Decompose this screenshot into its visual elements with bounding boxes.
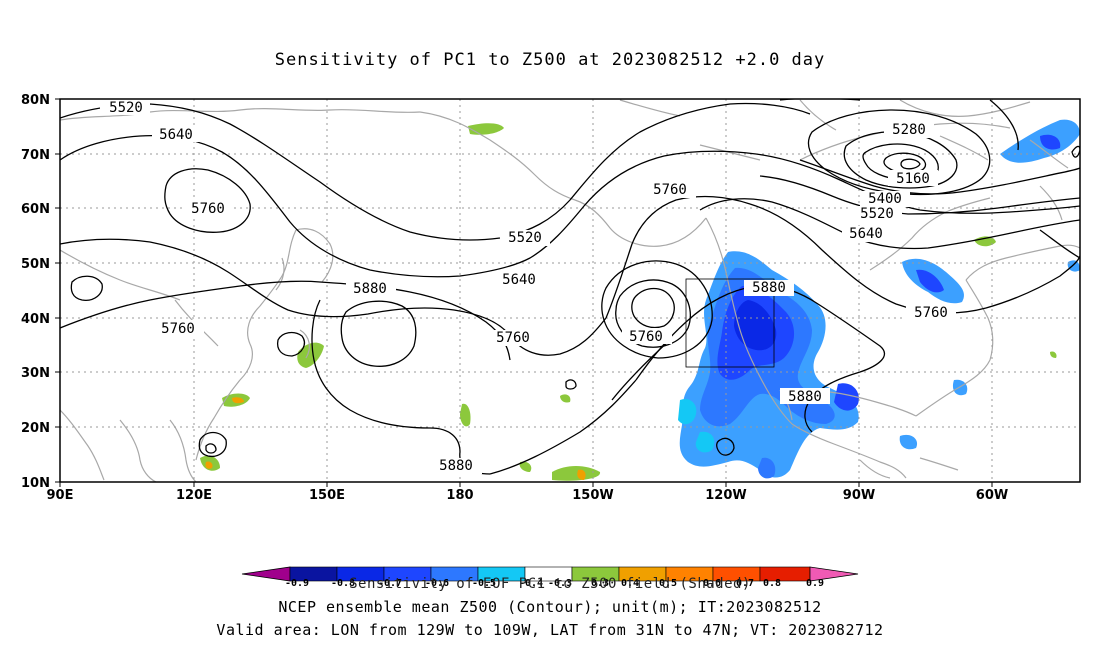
contour-5760-west: [60, 238, 607, 356]
colorbar-tick-label: -0.8: [331, 578, 355, 589]
map-title: Sensitivity of PC1 to Z500 at 2023082512…: [274, 50, 826, 70]
contour-closed-5880-small: [276, 331, 306, 357]
contour-5880-pacific: [489, 379, 637, 475]
contour-label: 5760: [914, 305, 948, 321]
contour-eastcoast: [1039, 229, 1080, 259]
contour-5520-west: [60, 102, 811, 241]
contour-label: 5640: [502, 272, 536, 288]
contour-label: 5520: [860, 206, 894, 222]
contour-label: 5520: [109, 100, 143, 116]
lat-label: 50N: [21, 257, 50, 272]
lat-label: 30N: [21, 366, 50, 381]
contour-mid-closed-1: [716, 437, 735, 456]
contour-label: 5400: [868, 191, 902, 207]
contour-mid-closed-2: [565, 379, 577, 390]
contour-5760-east-closed: [601, 260, 713, 359]
valid-area-description: Valid area: LON from 129W to 109W, LAT f…: [216, 621, 884, 639]
shading-blob-cyan-fringe: [678, 398, 697, 425]
contour-5400-east: [799, 159, 1080, 195]
contour-5880-west: [60, 280, 511, 361]
lat-label: 10N: [21, 476, 50, 491]
colorbar-tick-label: -0.9: [285, 578, 309, 589]
contour-label: 5640: [849, 226, 883, 242]
contour-labels: 5520 5640 5760 5760 5880 5520 5640 5760 …: [100, 99, 956, 474]
sensitivity-shading: [200, 119, 1080, 481]
colorbar-tick-label: -0.6: [425, 578, 449, 589]
contour-5880-ring: [340, 300, 417, 367]
contour-label: 5640: [159, 127, 193, 143]
contour-inner-3: [900, 158, 921, 170]
lon-label: 150W: [572, 488, 613, 503]
contour-label: 5760: [161, 321, 195, 337]
shading-blob-darkest: [734, 300, 777, 351]
contour-5880-subtropical: [311, 299, 491, 475]
contour-label: 5160: [896, 171, 930, 187]
contour-5640-east-closed: [615, 279, 691, 348]
colorbar-tick-label: 0.7: [736, 578, 754, 589]
colorbar-tick-label: 0.5: [659, 578, 677, 589]
colorbar-tick-label: -0.4: [519, 578, 543, 589]
colorbar-tick-label: 0.8: [763, 578, 781, 589]
contour-label: 5520: [508, 230, 542, 246]
lat-label: 60N: [21, 202, 50, 217]
lon-label: 120W: [705, 488, 746, 503]
colorbar-right-triangle: [809, 566, 859, 582]
contour-label: 5880: [788, 389, 822, 405]
contour-5640-east: [699, 198, 1080, 250]
contour-description: NCEP ensemble mean Z500 (Contour); unit(…: [278, 598, 822, 616]
contour-label: 5880: [752, 280, 786, 296]
contour-5760-w-closed: [164, 168, 251, 233]
lon-label: 120E: [176, 488, 212, 503]
lon-label: 150E: [309, 488, 345, 503]
contour-5280-e: [807, 109, 991, 196]
contour-ne-edge: [1071, 145, 1080, 158]
contour-label: 5880: [439, 458, 473, 474]
contour-closed-left-3: [205, 443, 217, 454]
coastlines: [60, 99, 1080, 482]
contour-closed-left-2: [198, 431, 227, 458]
contour-closed-left-1: [70, 275, 103, 301]
z500-contours: [60, 99, 1080, 475]
lat-label: 20N: [21, 421, 50, 436]
lat-label: 80N: [21, 93, 50, 108]
colorbar-tick-label: -0.5: [472, 578, 496, 589]
contour-label: 5760: [191, 201, 225, 217]
contour-label: 5760: [496, 330, 530, 346]
colorbar: -0.9 -0.8 -0.7 -0.6 -0.5 -0.4 -0.3 0.3 0…: [241, 566, 859, 589]
colorbar-tick-label: -0.7: [378, 578, 402, 589]
contour-label: 5760: [629, 329, 663, 345]
axis-ticks: [55, 98, 993, 487]
contour-5760-east: [605, 195, 1080, 319]
contour-label: 5880: [353, 281, 387, 297]
valid-area-box: [685, 278, 775, 368]
lon-label: 90E: [47, 488, 74, 503]
lat-labels: 80N 70N 60N 50N 40N 30N 20N 10N: [21, 93, 50, 491]
lon-labels: 90E 120E 150E 180 150W 120W 90W 60W: [47, 488, 1009, 503]
plot-frame: [59, 98, 1081, 483]
lat-label: 40N: [21, 312, 50, 327]
shading-caption: Sensitivity of EOF PC1 to Z500 field (Sh…: [349, 576, 751, 592]
contour-5520-east-closed: [631, 287, 675, 329]
contour-5520-east: [759, 175, 1080, 215]
contour-5880-east-low: [611, 339, 671, 401]
lon-label: 180: [446, 488, 473, 503]
colorbar-tick-label: 0.3: [591, 578, 609, 589]
colorbar-tick-label: 0.4: [621, 578, 639, 589]
lon-label: 60W: [976, 488, 1008, 503]
contour-label: 5760: [653, 182, 687, 198]
lon-label: 90W: [843, 488, 875, 503]
colorbar-tick-label: 0.9: [806, 578, 824, 589]
contour-label: 5280: [892, 122, 926, 138]
colorbar-tick-label: 0.6: [703, 578, 721, 589]
lat-label: 70N: [21, 148, 50, 163]
colorbar-tick-label: -0.3: [548, 578, 572, 589]
